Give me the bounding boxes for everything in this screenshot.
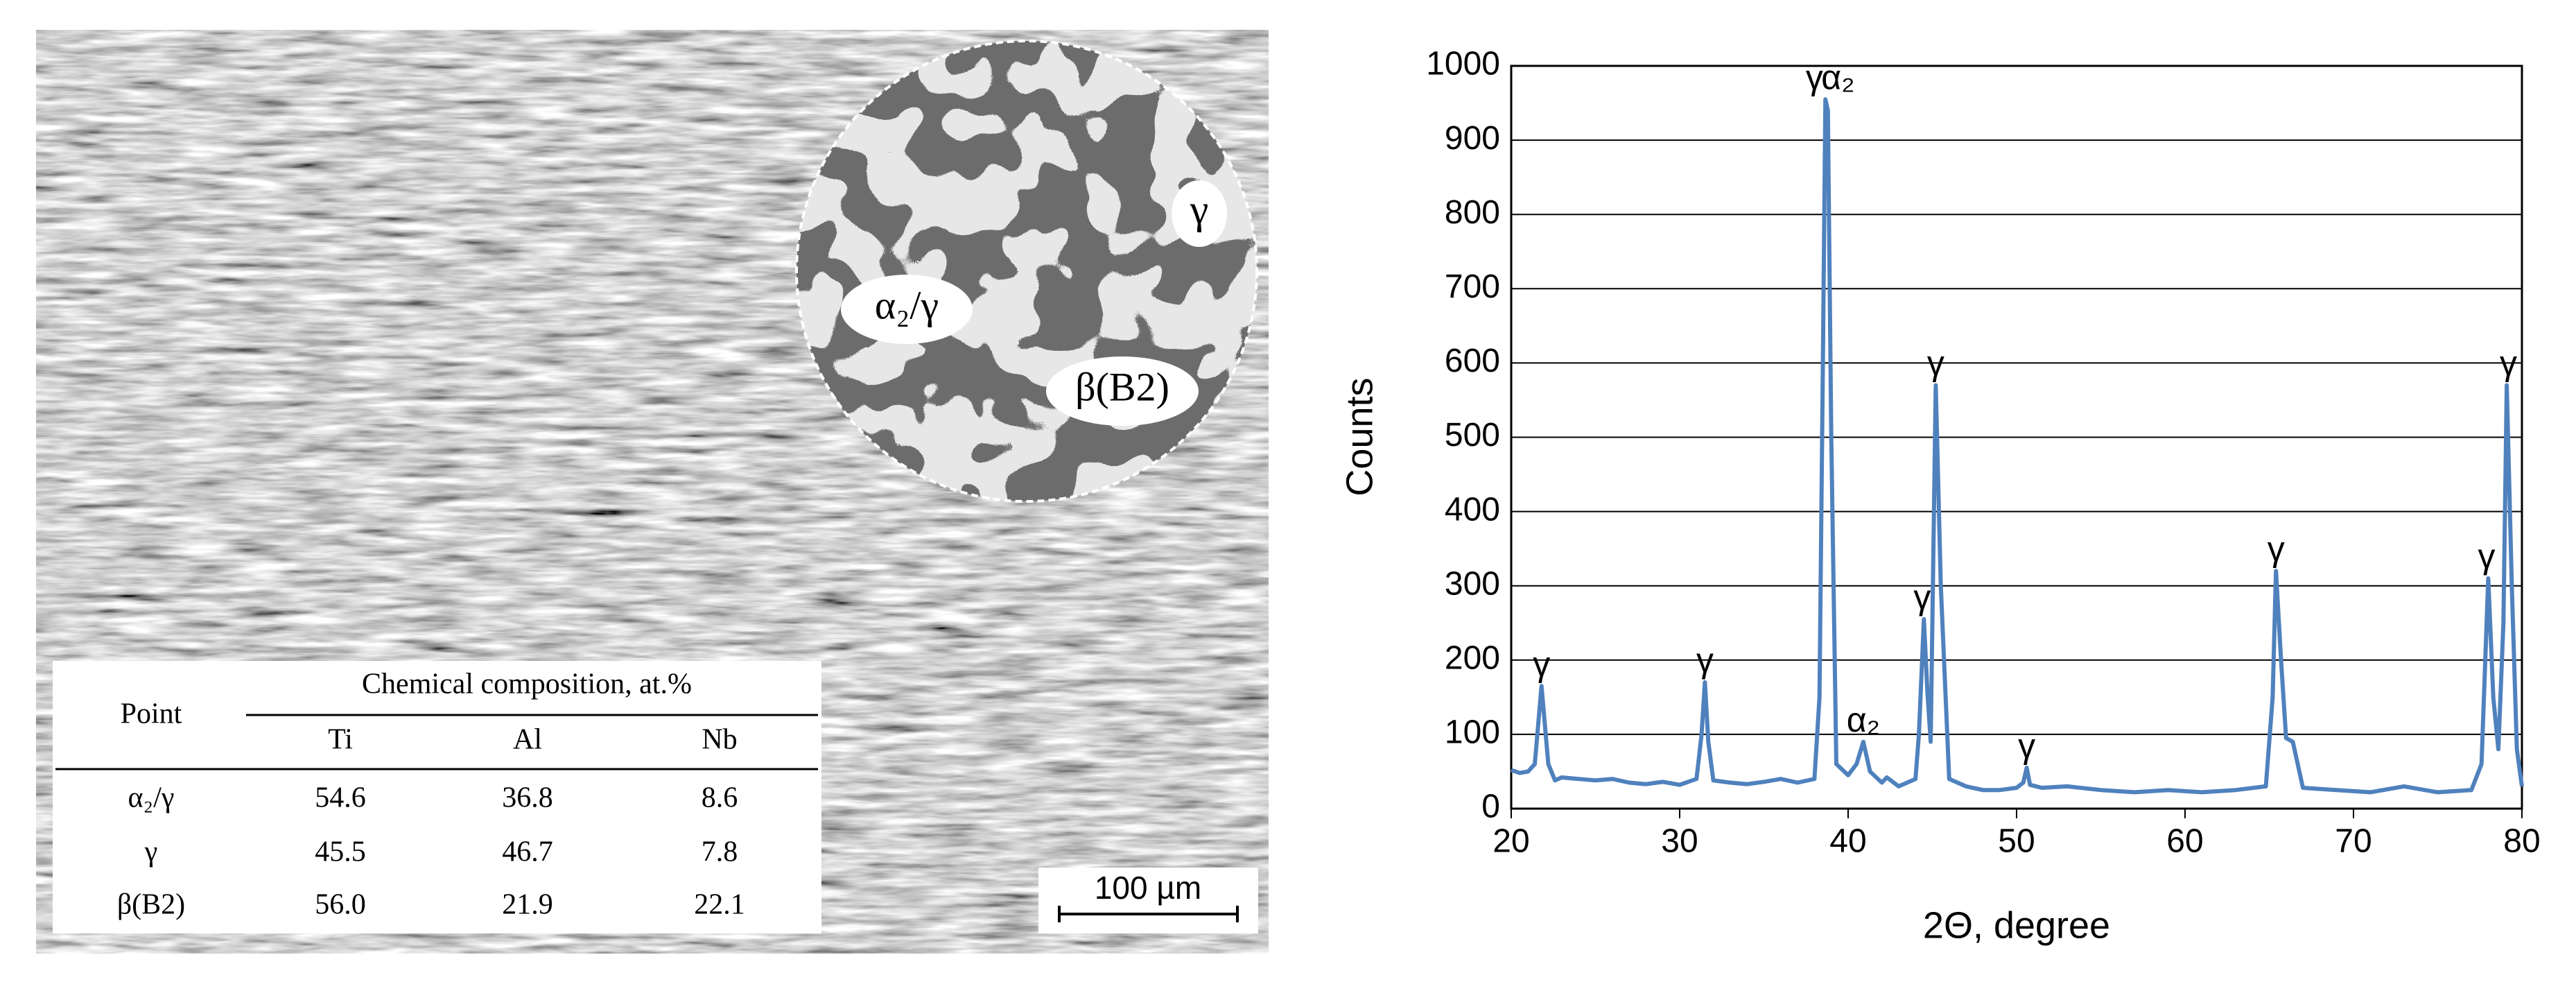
x-tick-label: 20 [1492, 823, 1529, 860]
y-tick-label: 900 [1445, 120, 1500, 157]
y-tick-label: 200 [1445, 639, 1500, 676]
table-cell: γ [144, 836, 158, 868]
table-cell: 45.5 [315, 836, 366, 868]
table-header: Chemical composition, at.% [362, 669, 692, 700]
peak-label: α₂ [1847, 700, 1880, 739]
phase-label: γ [1190, 187, 1209, 232]
peak-label: γ [2478, 537, 2495, 576]
inset-border [795, 40, 1258, 503]
label-bubble [1172, 180, 1227, 247]
peak-label: γ [1533, 644, 1550, 683]
table-cell: α₂/γ [128, 782, 175, 814]
table-cell: 7.8 [702, 836, 738, 868]
peak-label: γ [2500, 344, 2517, 383]
x-axis-title: 2Θ, degree [1923, 904, 2110, 946]
table-cell: 56.0 [315, 889, 366, 921]
peak-label: γ [1913, 578, 1931, 617]
y-tick-label: 800 [1445, 194, 1500, 231]
label-bubble [841, 275, 973, 344]
table-cell: β(B2) [117, 889, 185, 921]
y-tick-label: 300 [1445, 565, 1500, 602]
table-column: Al [513, 724, 542, 756]
table-cell: 22.1 [694, 889, 745, 921]
phase-label: β(B2) [1075, 364, 1169, 409]
scale-bar-label: 100 µm [1095, 870, 1201, 906]
y-tick-label: 400 [1445, 491, 1500, 528]
plot-frame [1510, 64, 2523, 810]
table-cell: 36.8 [502, 782, 553, 814]
table-cell: 21.9 [502, 889, 553, 921]
label-bubble [1046, 356, 1199, 426]
table-header: Point [121, 698, 182, 730]
x-tick-label: 80 [2503, 823, 2540, 860]
y-tick-label: 1000 [1426, 46, 1500, 83]
peak-label: γ [2268, 529, 2285, 568]
peak-label: α₂ [1821, 58, 1854, 96]
y-tick-label: 600 [1445, 343, 1500, 379]
x-tick-label: 50 [1998, 823, 2035, 860]
data-line [1511, 97, 2524, 795]
table-box [53, 661, 821, 933]
y-axis-title: Counts [1339, 377, 1380, 496]
y-tick-label: 700 [1445, 268, 1500, 305]
scale-bar-line [1058, 906, 1239, 922]
table-body: α₂/γ 54.6 36.8 8.6 γ 45.5 46.7 7.8 β(B2) 56.0 21.9… [117, 782, 745, 921]
x-tick-label: 60 [2166, 823, 2203, 860]
table-cell: 8.6 [702, 782, 738, 814]
y-tick-label: 0 [1481, 789, 1500, 825]
scale-bar-box [1038, 868, 1258, 933]
peak-label: γ [1806, 58, 1823, 96]
table-column: Nb [702, 724, 737, 756]
peak-label: γ [1927, 344, 1944, 383]
peak-label: γ [1696, 641, 1714, 680]
table-cell: 46.7 [502, 836, 553, 868]
composition-table: Point Chemical composition, at.% Ti Al N… [53, 661, 821, 933]
scale-bar: 100 µm [1038, 868, 1258, 933]
x-tick-label: 70 [2335, 823, 2372, 860]
x-tick-label: 40 [1829, 823, 1866, 860]
y-tick-label: 500 [1445, 417, 1500, 454]
table-column: Ti [328, 724, 353, 756]
xrd-chart: Counts 2Θ, degree 0 100 200 300 400 500 600 700… [1339, 46, 2540, 947]
inset-image [797, 41, 1257, 501]
table-cell: 54.6 [315, 782, 366, 814]
phase-label: α₂/γ [875, 282, 939, 327]
peak-label: γ [2018, 726, 2035, 765]
y-tick-label: 100 [1445, 714, 1500, 751]
x-tick-label: 30 [1661, 823, 1698, 860]
micrograph: γ α₂/γ β(B2) 100 µm Point Chemical compo… [36, 30, 1269, 954]
